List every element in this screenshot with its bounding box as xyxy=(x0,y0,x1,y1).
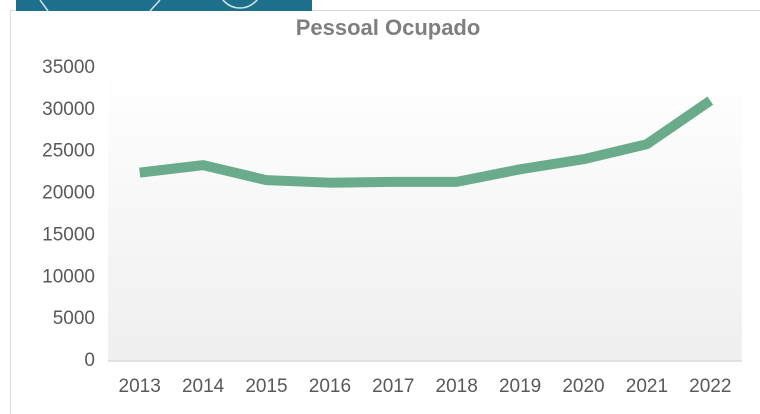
x-tick-label: 2013 xyxy=(119,376,161,397)
x-tick-label: 2016 xyxy=(309,376,351,397)
y-tick-label: 20000 xyxy=(42,183,95,204)
y-tick-label: 0 xyxy=(84,350,95,371)
x-tick-label: 2022 xyxy=(689,376,731,397)
x-tick-label: 2014 xyxy=(182,376,225,397)
y-tick-label: 35000 xyxy=(42,57,95,78)
data-line xyxy=(139,96,714,188)
x-tick-label: 2019 xyxy=(499,376,541,397)
banner xyxy=(16,0,312,12)
y-tick-label: 10000 xyxy=(42,266,95,287)
plot-area xyxy=(108,68,742,361)
x-tick-label: 2015 xyxy=(245,376,287,397)
y-tick-label: 15000 xyxy=(42,224,95,245)
chart-title: Pessoal Ocupado xyxy=(296,15,481,40)
x-tick-label: 2017 xyxy=(372,376,414,397)
y-tick-label: 25000 xyxy=(42,141,95,162)
y-tick-label: 30000 xyxy=(42,99,95,120)
y-tick-label: 5000 xyxy=(53,308,95,329)
x-tick-label: 2021 xyxy=(626,376,668,397)
x-tick-label: 2018 xyxy=(436,376,478,397)
x-tick-label: 2020 xyxy=(562,376,604,397)
